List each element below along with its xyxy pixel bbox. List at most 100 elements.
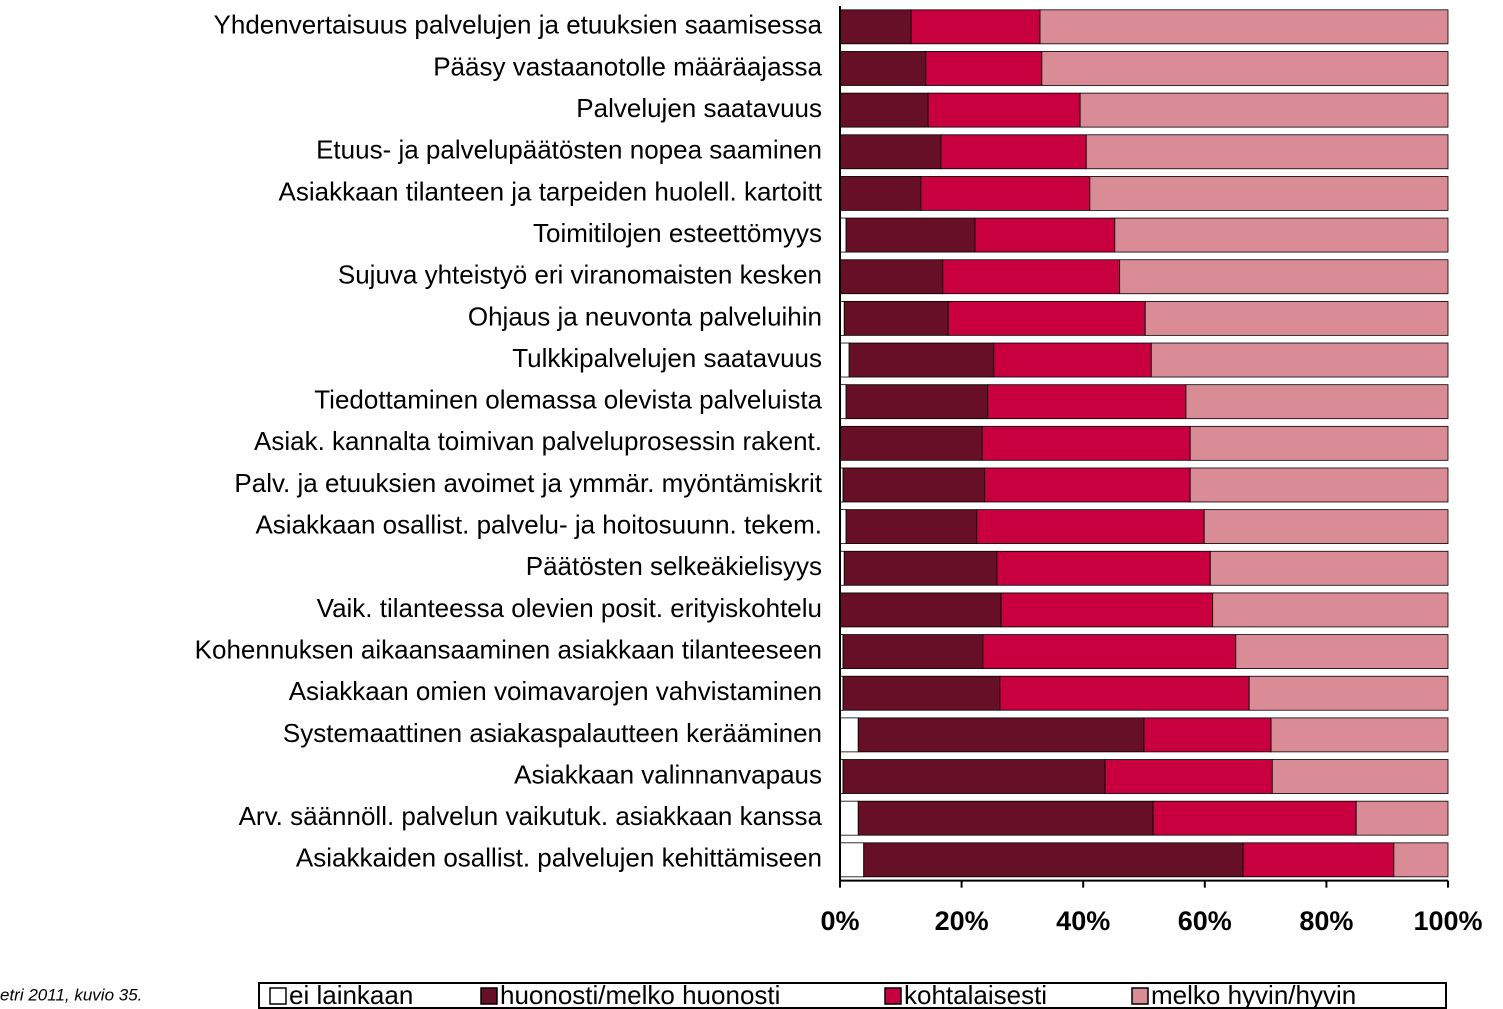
bar-segment (845, 217, 976, 253)
category-label: Etuus- ja palvelupäätösten nopea saamine… (316, 135, 822, 165)
bar-segment (839, 425, 983, 461)
bar-segment (845, 384, 989, 420)
category-label: Toimitilojen esteettömyys (533, 218, 822, 248)
bar-segment (993, 342, 1152, 378)
bar-segment (987, 384, 1187, 420)
bar-segment (1235, 634, 1449, 669)
bar-segment (974, 217, 1116, 253)
bar-segment (839, 800, 859, 836)
category-label: Arv. säännöll. palvelun vaikutuk. asiakk… (239, 801, 823, 831)
legend-label: melko hyvin/hyvin (1151, 980, 1356, 1009)
bar-segment (996, 550, 1211, 586)
bar-segment (910, 9, 1041, 45)
category-label: Asiakkaiden osallist. palvelujen kehittä… (296, 843, 822, 873)
bar-segment (940, 134, 1087, 170)
bar-segment (839, 342, 850, 378)
bar-segment (839, 717, 859, 753)
bar-segment (839, 134, 942, 170)
bar-segment (839, 92, 929, 128)
legend-label: ei lainkaan (289, 980, 413, 1009)
category-label: Tulkkipalvelujen saatavuus (512, 343, 822, 373)
bar-segment (848, 342, 995, 378)
bar-segment (839, 9, 912, 45)
x-tick-label: 80% (1299, 906, 1353, 936)
bar-segment (999, 675, 1250, 711)
legend-swatch (1131, 987, 1149, 1005)
category-label: Asiakkaan omien voimavarojen vahvistamin… (289, 676, 822, 706)
legend-label: huonosti/melko huonosti (500, 980, 780, 1009)
bar-segment (839, 842, 865, 878)
bar-segment (839, 176, 922, 211)
bar-segment (982, 634, 1237, 669)
bar-segment (845, 509, 978, 545)
x-tick-label: 20% (935, 906, 989, 936)
category-label: Palv. ja etuuksien avoimet ja ymmär. myö… (234, 468, 822, 498)
category-label: Päätösten selkeäkielisyys (526, 551, 822, 581)
x-tick-label: 60% (1178, 906, 1232, 936)
bar-segment (1039, 9, 1449, 45)
bar-segment (1270, 717, 1449, 753)
source-note: etri 2011, kuvio 35. (0, 985, 142, 1004)
bar-segment (981, 425, 1191, 461)
category-label: Asiakkaan valinnanvapaus (514, 759, 822, 789)
bar-segment (863, 842, 1244, 878)
legend-swatch (269, 987, 287, 1005)
category-label: Yhdenvertaisuus palvelujen ja etuuksien … (214, 10, 823, 40)
bar-segment (839, 51, 927, 86)
bar-segment (839, 592, 1002, 628)
bar-segment (857, 717, 1145, 753)
bar-segment (1114, 217, 1449, 253)
bar-segment (843, 300, 949, 336)
bar-segment (1355, 800, 1449, 836)
legend-label: kohtalaisesti (904, 980, 1047, 1009)
legend-swatch (480, 987, 498, 1005)
legend-swatch (884, 987, 902, 1005)
bar-segment (1041, 51, 1449, 86)
category-label: Asiak. kannalta toimivan palveluprosessi… (254, 426, 822, 456)
bar-segment (984, 467, 1191, 503)
bar-segment (920, 176, 1091, 211)
category-label: Pääsy vastaanotolle määräajassa (433, 51, 822, 81)
category-label: Kohennuksen aikaansaaminen asiakkaan til… (195, 634, 822, 664)
bar-segment (1248, 675, 1449, 711)
bar-segment (1079, 92, 1449, 128)
category-label: Systemaattinen asiakaspalautteen keräämi… (283, 718, 822, 748)
x-tick-label: 100% (1413, 906, 1482, 936)
category-label: Palvelujen saatavuus (576, 93, 822, 123)
bar-segment (1089, 176, 1449, 211)
bar-segment (1209, 550, 1449, 586)
x-tick-label: 40% (1056, 906, 1110, 936)
category-label: Tiedottaminen olemassa olevista palvelui… (314, 385, 822, 415)
bar-segment (842, 675, 1001, 711)
x-tick-label: 0% (820, 906, 859, 936)
bar-segment (1000, 592, 1214, 628)
bar-segment (843, 550, 998, 586)
bar-segment (1104, 759, 1273, 794)
bar-segment (942, 259, 1121, 295)
category-label: Ohjaus ja neuvonta palveluihin (468, 301, 822, 331)
category-label: Sujuva yhteistyö eri viranomaisten keske… (338, 260, 822, 290)
bar-segment (976, 509, 1205, 545)
bar-segment (1152, 800, 1357, 836)
category-label: Vaik. tilanteessa olevien posit. erityis… (317, 593, 822, 623)
bar-segment (925, 51, 1043, 86)
bar-segment (1143, 717, 1272, 753)
bar-segment (1085, 134, 1449, 170)
legend-box (258, 982, 1447, 1009)
bar-segment (1271, 759, 1449, 794)
category-label: Asiakkaan osallist. palvelu- ja hoitosuu… (255, 510, 822, 540)
bar-segment (1189, 467, 1449, 503)
bar-segment (1242, 842, 1395, 878)
bar-segment (1189, 425, 1449, 461)
bar-segment (947, 300, 1146, 336)
bar-segment (1393, 842, 1449, 878)
bar-segment (1150, 342, 1449, 378)
bar-segment (927, 92, 1081, 128)
bar-segment (839, 259, 944, 295)
bar-segment (842, 634, 984, 669)
bar-segment (857, 800, 1154, 836)
category-label: Asiakkaan tilanteen ja tarpeiden huolell… (279, 176, 823, 206)
bar-segment (1119, 259, 1449, 295)
